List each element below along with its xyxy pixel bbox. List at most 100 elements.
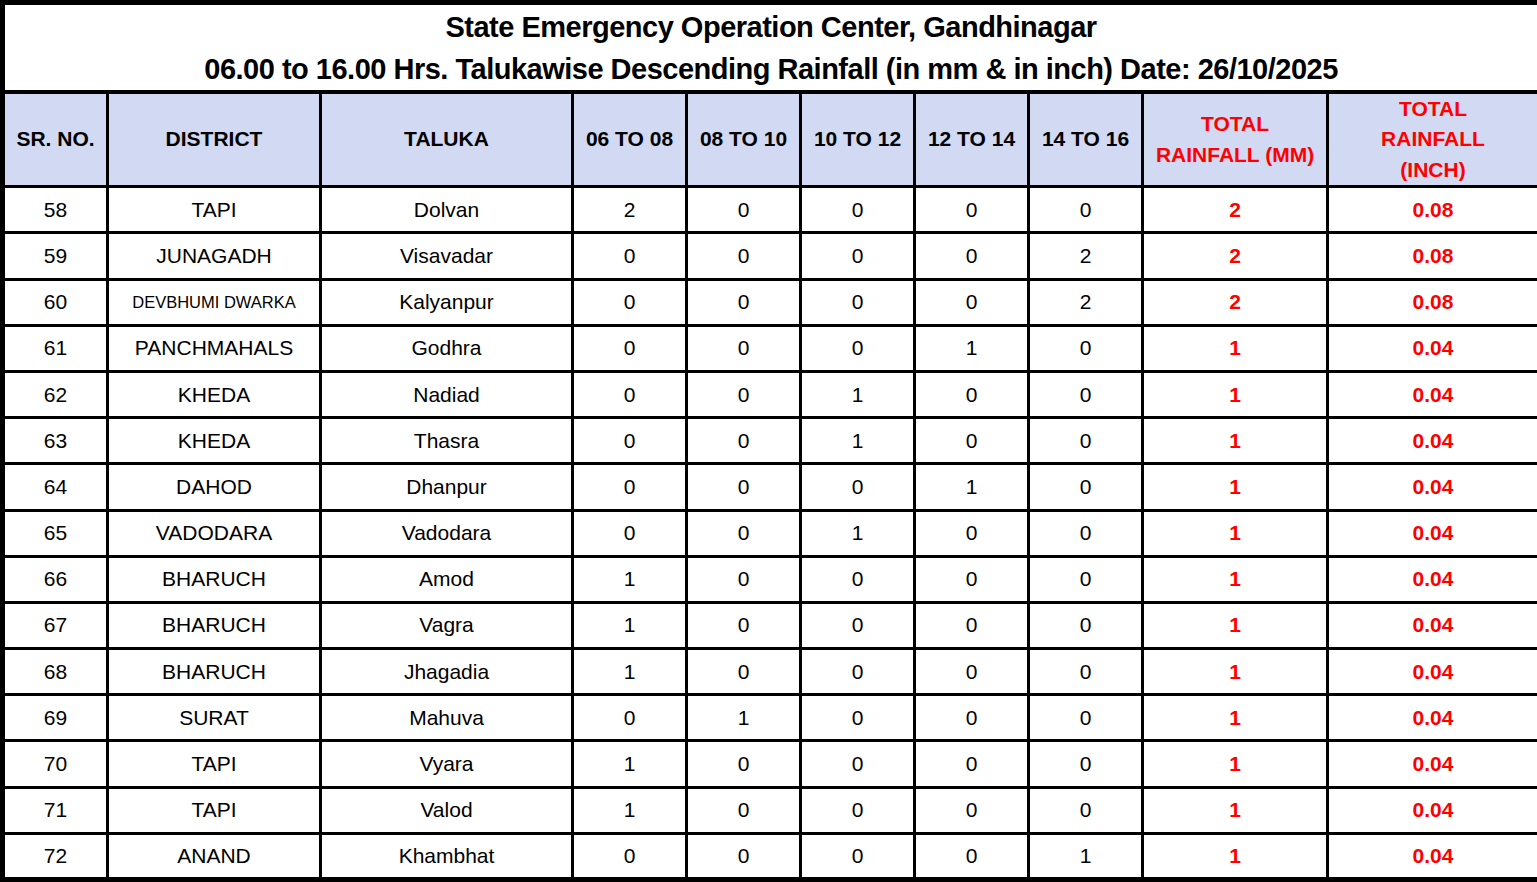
cell-rain-08-to-10: 0: [687, 833, 801, 879]
cell-rain-10-to-12: 0: [801, 602, 915, 648]
cell-rain-06-to-08: 1: [573, 787, 687, 833]
cell-rain-10-to-12: 0: [801, 187, 915, 233]
cell-rain-10-to-12: 0: [801, 787, 915, 833]
table-row: 61PANCHMAHALSGodhra0001010.04: [3, 325, 1537, 371]
cell-rain-14-to-16: 1: [1029, 833, 1143, 879]
col-header-rain-06-to-08: 06 TO 08: [573, 92, 687, 187]
col-header-total-rainfall-mm-label: TOTAL RAINFALL (MM): [1148, 109, 1323, 170]
cell-rain-06-to-08: 1: [573, 741, 687, 787]
cell-sr-no: 59: [3, 233, 108, 279]
cell-rain-08-to-10: 0: [687, 602, 801, 648]
table-row: 72ANANDKhambhat0000110.04: [3, 833, 1537, 879]
cell-rain-14-to-16: 0: [1029, 372, 1143, 418]
table-row: 58TAPIDolvan2000020.08: [3, 187, 1537, 233]
cell-rain-12-to-14: 0: [915, 695, 1029, 741]
cell-rain-12-to-14: 0: [915, 741, 1029, 787]
cell-rain-10-to-12: 0: [801, 556, 915, 602]
cell-sr-no: 65: [3, 510, 108, 556]
cell-taluka: Vyara: [321, 741, 573, 787]
rainfall-table: State Emergency Operation Center, Gandhi…: [0, 0, 1537, 882]
cell-total-rainfall-inch: 0.04: [1328, 372, 1537, 418]
cell-total-rainfall-inch: 0.04: [1328, 325, 1537, 371]
cell-sr-no: 69: [3, 695, 108, 741]
cell-total-rainfall-mm: 2: [1143, 233, 1328, 279]
cell-district: DEVBHUMI DWARKA: [108, 279, 321, 325]
cell-rain-10-to-12: 1: [801, 418, 915, 464]
report-subtitle: 06.00 to 16.00 Hrs. Talukawise Descendin…: [5, 48, 1537, 90]
report-title: State Emergency Operation Center, Gandhi…: [5, 6, 1537, 48]
cell-sr-no: 71: [3, 787, 108, 833]
cell-taluka: Visavadar: [321, 233, 573, 279]
cell-district: DAHOD: [108, 464, 321, 510]
cell-district: BHARUCH: [108, 556, 321, 602]
table-row: 66BHARUCHAmod1000010.04: [3, 556, 1537, 602]
cell-rain-08-to-10: 0: [687, 233, 801, 279]
cell-rain-08-to-10: 0: [687, 649, 801, 695]
cell-taluka: Thasra: [321, 418, 573, 464]
cell-rain-08-to-10: 0: [687, 787, 801, 833]
cell-district: VADODARA: [108, 510, 321, 556]
col-header-rain-08-to-10: 08 TO 10: [687, 92, 801, 187]
cell-rain-14-to-16: 0: [1029, 787, 1143, 833]
cell-total-rainfall-mm: 1: [1143, 649, 1328, 695]
cell-rain-06-to-08: 0: [573, 325, 687, 371]
cell-rain-12-to-14: 0: [915, 233, 1029, 279]
cell-rain-12-to-14: 1: [915, 464, 1029, 510]
cell-rain-10-to-12: 1: [801, 372, 915, 418]
cell-rain-12-to-14: 1: [915, 325, 1029, 371]
cell-sr-no: 67: [3, 602, 108, 648]
cell-total-rainfall-inch: 0.04: [1328, 510, 1537, 556]
cell-rain-14-to-16: 0: [1029, 741, 1143, 787]
cell-rain-14-to-16: 0: [1029, 556, 1143, 602]
cell-total-rainfall-mm: 1: [1143, 787, 1328, 833]
cell-rain-14-to-16: 2: [1029, 279, 1143, 325]
cell-district: SURAT: [108, 695, 321, 741]
cell-rain-14-to-16: 0: [1029, 418, 1143, 464]
cell-rain-12-to-14: 0: [915, 787, 1029, 833]
col-header-total-rainfall-inch: TOTAL RAINFALL (INCH): [1328, 92, 1537, 187]
cell-district: JUNAGADH: [108, 233, 321, 279]
cell-rain-14-to-16: 0: [1029, 602, 1143, 648]
cell-total-rainfall-mm: 1: [1143, 325, 1328, 371]
cell-taluka: Vagra: [321, 602, 573, 648]
cell-taluka: Mahuva: [321, 695, 573, 741]
table-row: 68BHARUCHJhagadia1000010.04: [3, 649, 1537, 695]
cell-taluka: Vadodara: [321, 510, 573, 556]
cell-taluka: Valod: [321, 787, 573, 833]
cell-sr-no: 64: [3, 464, 108, 510]
cell-rain-08-to-10: 0: [687, 418, 801, 464]
cell-rain-06-to-08: 0: [573, 464, 687, 510]
col-header-sr-no: SR. NO.: [3, 92, 108, 187]
cell-rain-14-to-16: 0: [1029, 695, 1143, 741]
cell-total-rainfall-inch: 0.04: [1328, 695, 1537, 741]
cell-total-rainfall-inch: 0.08: [1328, 279, 1537, 325]
cell-total-rainfall-mm: 1: [1143, 510, 1328, 556]
table-body: 58TAPIDolvan2000020.0859JUNAGADHVisavada…: [3, 187, 1537, 880]
cell-sr-no: 62: [3, 372, 108, 418]
cell-total-rainfall-mm: 1: [1143, 833, 1328, 879]
cell-rain-06-to-08: 0: [573, 418, 687, 464]
cell-rain-08-to-10: 0: [687, 279, 801, 325]
table-row: 71TAPIValod1000010.04: [3, 787, 1537, 833]
cell-rain-08-to-10: 0: [687, 464, 801, 510]
cell-district: KHEDA: [108, 372, 321, 418]
cell-taluka: Amod: [321, 556, 573, 602]
cell-rain-06-to-08: 0: [573, 233, 687, 279]
table-row: 64DAHODDhanpur0001010.04: [3, 464, 1537, 510]
table-row: 63KHEDAThasra0010010.04: [3, 418, 1537, 464]
table-row: 69SURATMahuva0100010.04: [3, 695, 1537, 741]
cell-rain-14-to-16: 0: [1029, 464, 1143, 510]
cell-rain-06-to-08: 1: [573, 602, 687, 648]
cell-district: BHARUCH: [108, 649, 321, 695]
cell-total-rainfall-inch: 0.04: [1328, 418, 1537, 464]
cell-rain-08-to-10: 0: [687, 556, 801, 602]
cell-rain-08-to-10: 0: [687, 325, 801, 371]
cell-taluka: Jhagadia: [321, 649, 573, 695]
cell-total-rainfall-mm: 1: [1143, 741, 1328, 787]
col-header-rain-14-to-16: 14 TO 16: [1029, 92, 1143, 187]
cell-district: KHEDA: [108, 418, 321, 464]
cell-rain-12-to-14: 0: [915, 649, 1029, 695]
table-row: 59JUNAGADHVisavadar0000220.08: [3, 233, 1537, 279]
cell-rain-08-to-10: 0: [687, 510, 801, 556]
cell-rain-12-to-14: 0: [915, 833, 1029, 879]
